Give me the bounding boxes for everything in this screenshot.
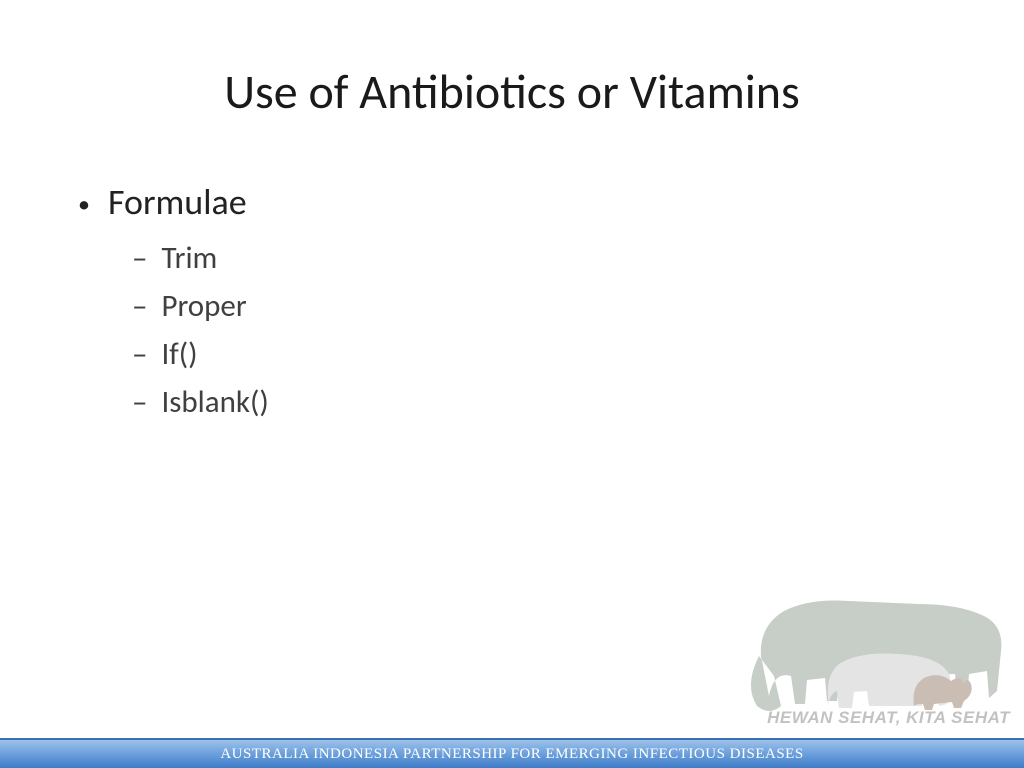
bullet-text: Formulae [108,180,247,224]
bullet-level1: • Formulae [78,180,269,225]
bullet-text: If() [161,335,197,373]
bullet-marker-icon: • [78,187,90,223]
slide-title: Use of Antibiotics or Vitamins [0,62,1024,121]
bullet-level2: – Trim [132,239,269,277]
dash-marker-icon: – [132,239,147,277]
watermark-tagline: HEWAN SEHAT, KITA SEHAT [767,708,1010,728]
bullet-level2: – Isblank() [132,383,269,421]
dash-marker-icon: – [132,287,147,325]
bullet-text: Trim [161,239,217,277]
dash-marker-icon: – [132,335,147,373]
footer-bar: AUSTRALIA INDONESIA PARTNERSHIP FOR EMER… [0,738,1024,768]
bullet-text: Isblank() [161,383,268,421]
bullet-text: Proper [161,287,246,325]
slide-content: • Formulae – Trim – Proper – If() – Isbl… [78,180,269,431]
slide: Use of Antibiotics or Vitamins • Formula… [0,0,1024,768]
bullet-level2: – Proper [132,287,269,325]
footer-text: AUSTRALIA INDONESIA PARTNERSHIP FOR EMER… [220,746,803,763]
bullet-level2: – If() [132,335,269,373]
dash-marker-icon: – [132,383,147,421]
